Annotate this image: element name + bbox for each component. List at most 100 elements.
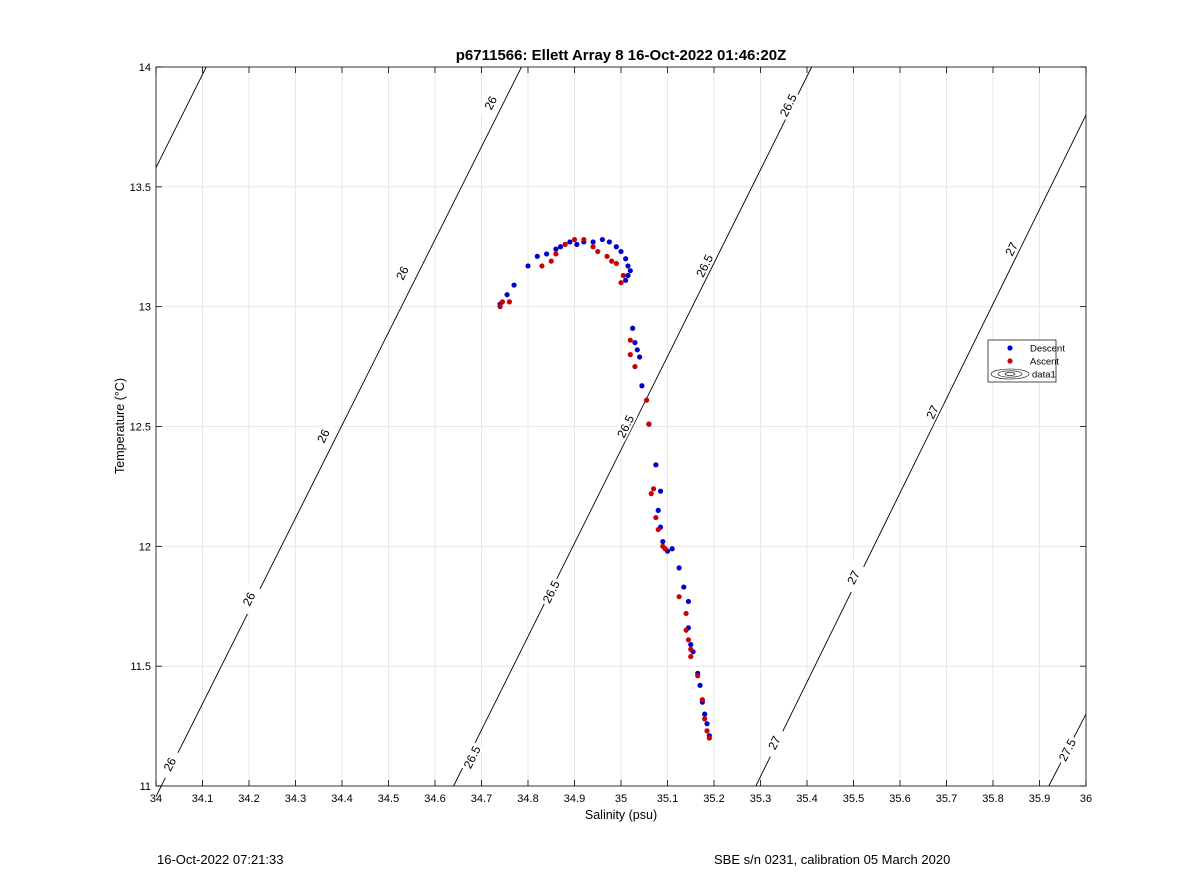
y-axis-label: Temperature (°C) — [113, 378, 127, 474]
ascent-point — [648, 491, 654, 497]
contour-label-bg — [156, 748, 182, 780]
contour-label: 27 — [765, 733, 784, 751]
contour-line — [155, 66, 522, 797]
descent-point — [618, 248, 624, 255]
y-tick-label: 11.5 — [130, 661, 151, 673]
legend-label-ascent: Ascent — [1030, 357, 1059, 368]
x-tick-label: 34.9 — [564, 793, 585, 805]
descent-point — [653, 462, 659, 468]
descent-point — [676, 565, 682, 571]
ascent-point — [590, 244, 596, 250]
x-tick-label: 35.2 — [703, 793, 724, 805]
ascent-point — [655, 526, 661, 533]
descent-point — [623, 256, 629, 262]
descent-point — [688, 641, 694, 648]
legend-label-descent: Descent — [1030, 344, 1065, 355]
descent-point — [525, 263, 531, 269]
contour-label-bg — [840, 561, 866, 593]
x-tick-label: 34.3 — [285, 793, 306, 805]
y-tick-label: 12 — [139, 541, 151, 553]
x-tick-label: 34.2 — [238, 793, 259, 805]
descent-point — [702, 711, 708, 717]
x-axis-label: Salinity (psu) — [585, 808, 657, 822]
descent-point — [504, 292, 510, 298]
contour-label-bg — [1053, 733, 1080, 766]
contour-label-group: 26 — [156, 748, 182, 780]
x-tick-label: 34 — [150, 793, 162, 805]
contour-label: 26 — [314, 427, 333, 445]
descent-point — [655, 507, 661, 513]
ascent-point — [571, 236, 578, 243]
descent-point — [660, 538, 666, 545]
contour-label-bg — [612, 410, 638, 442]
contour-label-bg — [774, 89, 801, 121]
footer-timestamp: 16-Oct-2022 07:21:33 — [157, 852, 284, 867]
ascent-point — [627, 352, 633, 358]
ascent-point — [627, 337, 633, 343]
ascent-point — [581, 236, 587, 243]
contour-label: 26 — [161, 755, 180, 773]
y-tick-label: 14 — [139, 62, 151, 74]
descent-point — [553, 246, 559, 252]
descent-point — [567, 239, 573, 245]
ascent-point — [632, 363, 638, 370]
legend-contour-icon — [990, 368, 1030, 380]
contour-label-group: 27 — [919, 396, 945, 428]
x-tick-label: 34.4 — [331, 793, 352, 805]
contour-label-bg — [691, 249, 717, 282]
contour-label-group: 27 — [998, 233, 1024, 265]
contour-label-bg — [458, 741, 484, 773]
ascent-point — [646, 421, 652, 427]
x-tick-label: 35.4 — [796, 793, 817, 805]
contour-label: 27 — [923, 403, 942, 421]
legend[interactable]: Descent Ascent data1 — [987, 339, 1065, 383]
contour-line — [155, 66, 207, 168]
contour-label-group: 26 — [235, 582, 261, 615]
x-tick-label: 34.8 — [517, 793, 538, 805]
descent-point — [590, 239, 596, 245]
contour-label-group: 26 — [477, 86, 503, 119]
contour-label-bg — [537, 575, 563, 608]
legend-label-data1: data1 — [1032, 370, 1056, 381]
contour-label-bg — [309, 419, 336, 452]
x-tick-label: 36 — [1080, 793, 1092, 805]
y-tick-label: 12.5 — [130, 422, 151, 434]
ascent-point — [562, 241, 568, 247]
x-tick-label: 34.5 — [378, 793, 399, 805]
contour-label: 26 — [240, 590, 259, 608]
descent-point — [623, 277, 629, 283]
contour-label-group: 26 — [309, 419, 336, 452]
y-tick-label: 11 — [140, 781, 151, 793]
descent-point — [704, 721, 710, 727]
y-tick-label: 13 — [139, 302, 151, 314]
descent-point — [639, 383, 645, 389]
ascent-point — [683, 610, 689, 617]
contour-label-group: 27 — [761, 726, 787, 759]
descent-point — [511, 282, 517, 288]
descent-point — [606, 239, 612, 245]
descent-point — [625, 272, 631, 279]
descent-point — [634, 347, 640, 353]
x-tick-label: 34.6 — [424, 793, 445, 805]
descent-point — [630, 325, 636, 331]
contour-label-bg — [477, 86, 503, 119]
ascent-point — [704, 728, 710, 734]
ascent-point — [497, 304, 503, 310]
x-tick-label: 34.1 — [192, 793, 213, 805]
descent-point — [557, 244, 564, 250]
contour-line — [755, 114, 1087, 787]
x-tick-label: 35.9 — [1029, 793, 1050, 805]
contour-label: 26 — [482, 94, 501, 112]
x-tick-label: 35.6 — [889, 793, 910, 805]
ascent-point — [699, 697, 705, 703]
y-tick-label: 13.5 — [130, 182, 151, 194]
ascent-point — [662, 546, 668, 552]
descent-point — [681, 584, 687, 590]
contour-label-bg — [235, 582, 261, 615]
ascent-point — [609, 258, 615, 264]
descent-point — [685, 598, 692, 605]
x-tick-label: 35.8 — [982, 793, 1003, 805]
x-tick-label: 35.3 — [750, 793, 771, 805]
ascent-point — [604, 253, 610, 259]
